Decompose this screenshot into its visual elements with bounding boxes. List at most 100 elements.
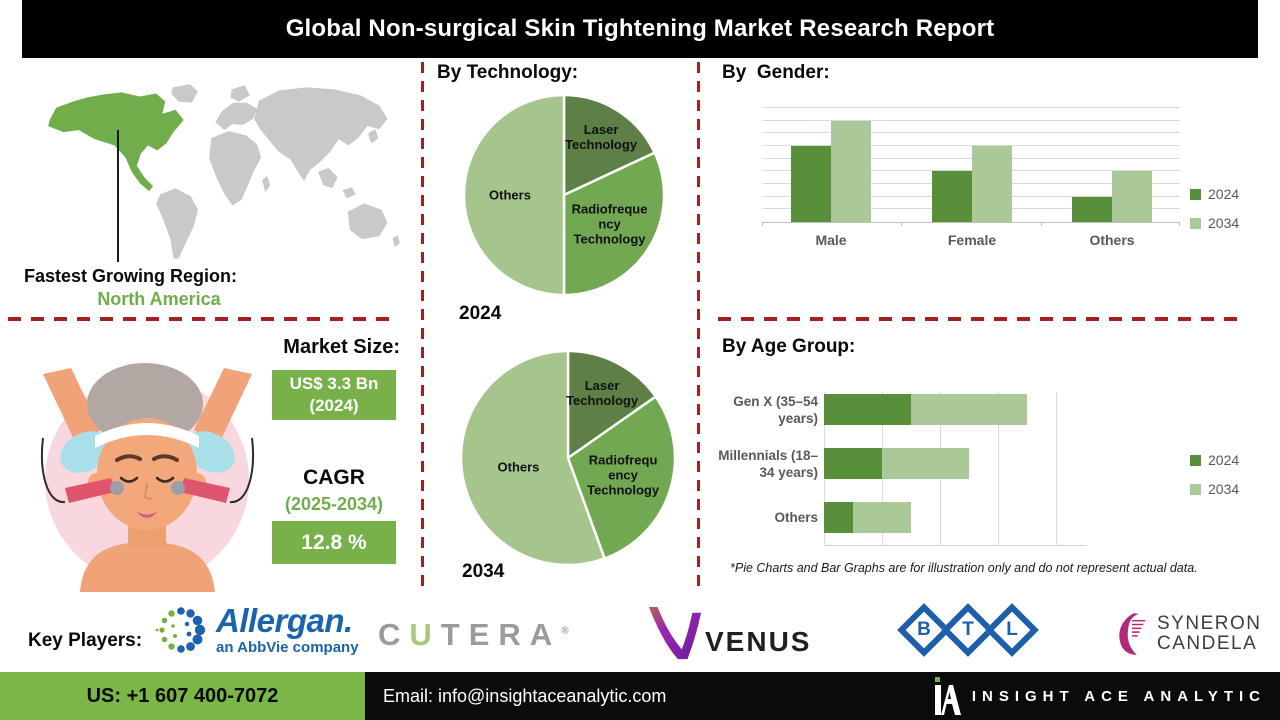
pie-slice-radiofrequency-technology xyxy=(562,151,666,297)
map-pointer-line xyxy=(117,130,119,262)
gridline xyxy=(762,132,1180,134)
fastest-region-label: Fastest Growing Region: xyxy=(24,266,238,286)
map-region-south-america xyxy=(156,188,198,259)
bar-female-2024 xyxy=(932,171,972,222)
cutera-letter: R xyxy=(498,617,530,652)
bar-male-2034 xyxy=(831,120,871,222)
bar-group-female xyxy=(932,108,1012,222)
age-segment-2034 xyxy=(882,448,969,479)
divider-horizontal-left xyxy=(8,317,398,321)
axis-tick xyxy=(762,222,763,226)
legend-item-2034: 2034 xyxy=(1190,481,1239,497)
age-legend: 2024 2034 xyxy=(1190,452,1239,510)
chart-disclaimer: *Pie Charts and Bar Graphs are for illus… xyxy=(730,561,1198,575)
map-region-europe xyxy=(215,102,258,131)
age-label-millennials: Millennials (18– 34 years) xyxy=(718,447,818,480)
allergan-name: Allergan. xyxy=(216,601,353,639)
age-segment-2024 xyxy=(824,448,882,479)
venus-logo: VENUS xyxy=(645,602,811,664)
pie-slice-label: Others xyxy=(489,187,531,203)
cutera-letter: T xyxy=(440,617,469,652)
section-title-age-group: By Age Group: xyxy=(722,336,856,357)
world-map xyxy=(48,84,400,259)
map-base-regions xyxy=(156,84,400,259)
legend-swatch xyxy=(1190,217,1201,229)
age-label-genx: Gen X (35–54 years) xyxy=(733,393,818,426)
xlabel-others: Others xyxy=(1089,232,1135,248)
venus-logo-icon xyxy=(648,606,702,660)
divider-horizontal-right xyxy=(718,317,1238,321)
pie-slice-others xyxy=(462,93,566,297)
gender-bar-chart xyxy=(762,107,1180,226)
market-size-value-box: US$ 3.3 Bn (2024) xyxy=(272,370,396,420)
gender-axis-labels: Male Female Others xyxy=(762,232,1180,252)
legend-swatch xyxy=(1190,454,1201,466)
age-segment-2034 xyxy=(911,394,1027,425)
xlabel-male: Male xyxy=(815,232,847,248)
bar-others-2024 xyxy=(1072,196,1112,222)
age-segment-2024 xyxy=(824,394,911,425)
legend-label: 2024 xyxy=(1208,186,1240,202)
cutera-letter: U xyxy=(409,617,441,652)
btl-letter-b: B xyxy=(917,619,931,640)
legend-item-2024: 2024 xyxy=(1190,186,1239,202)
treatment-illustration xyxy=(41,363,254,592)
footer-brand: INSIGHT ACE ANALYTIC xyxy=(932,672,1266,720)
btl-letter-t: T xyxy=(962,619,974,640)
axis-tick xyxy=(1041,222,1042,226)
cagr-heading: CAGR xyxy=(303,466,365,489)
footer-phone: US: +1 607 400-7072 xyxy=(0,672,365,720)
section-title-technology: By Technology: xyxy=(437,62,579,83)
gender-legend: 2024 2034 xyxy=(1190,186,1239,244)
pie-slice-laser-technology xyxy=(562,93,657,197)
legend-swatch xyxy=(1190,188,1201,200)
key-players-label: Key Players: xyxy=(28,630,143,651)
pie-year-2024: 2024 xyxy=(459,303,502,324)
legend-label: 2024 xyxy=(1208,452,1240,468)
syneron-line2: CANDELA xyxy=(1157,633,1258,654)
cutera-letter: C xyxy=(378,617,410,652)
legend-item-2024: 2024 xyxy=(1190,452,1239,468)
registered-mark: ® xyxy=(561,625,569,637)
xlabel-female: Female xyxy=(947,232,997,248)
pie-slice-label: Laser Technology xyxy=(565,121,638,152)
map-region-southeast-asia xyxy=(318,167,356,199)
market-size-heading: Market Size: xyxy=(283,336,400,358)
bar-group-male xyxy=(791,108,871,222)
pie-slice-label: Others xyxy=(497,459,540,475)
map-region-madagascar xyxy=(262,176,271,193)
btl-letter-l: L xyxy=(1006,619,1018,640)
age-bar-row xyxy=(824,448,969,479)
gridline xyxy=(1056,392,1057,545)
legend-label: 2034 xyxy=(1208,215,1240,231)
allergan-logo-icon xyxy=(155,607,206,653)
age-label-others: Others xyxy=(774,510,818,525)
map-region-africa xyxy=(209,131,262,206)
gridline xyxy=(762,170,1180,172)
map-region-scandinavia xyxy=(230,85,250,102)
legend-swatch xyxy=(1190,483,1201,495)
divider-vertical-left xyxy=(421,62,424,590)
legend-label: 2034 xyxy=(1208,481,1240,497)
syneron-candela-logo: SYNERON CANDELA xyxy=(1113,610,1261,658)
pie-year-2034: 2034 xyxy=(462,561,505,582)
axis-tick xyxy=(901,222,902,226)
map-region-new-zealand xyxy=(392,235,400,248)
age-bar-row xyxy=(824,502,911,533)
section-title-gender: By Gender: xyxy=(722,62,830,83)
footer-brand-name: INSIGHT ACE ANALYTIC xyxy=(971,687,1266,705)
cagr-value-box: 12.8 % xyxy=(272,521,396,564)
bar-male-2024 xyxy=(791,146,831,222)
bar-others-2034 xyxy=(1112,171,1152,222)
syneron-candela-icon xyxy=(1119,613,1146,655)
x-axis-line xyxy=(824,545,1086,546)
age-segment-2034 xyxy=(853,502,911,533)
insight-ace-logo-icon xyxy=(934,677,961,715)
map-region-asia xyxy=(253,87,388,182)
pie-slice-label: Laser Technology xyxy=(566,377,639,408)
age-group-chart: Gen X (35–54 years) Millennials (18– 34 yea… xyxy=(700,392,1200,552)
footer-email: Email: info@insightaceanalytic.com xyxy=(383,685,667,706)
cagr-period: (2025-2034) xyxy=(284,494,384,514)
